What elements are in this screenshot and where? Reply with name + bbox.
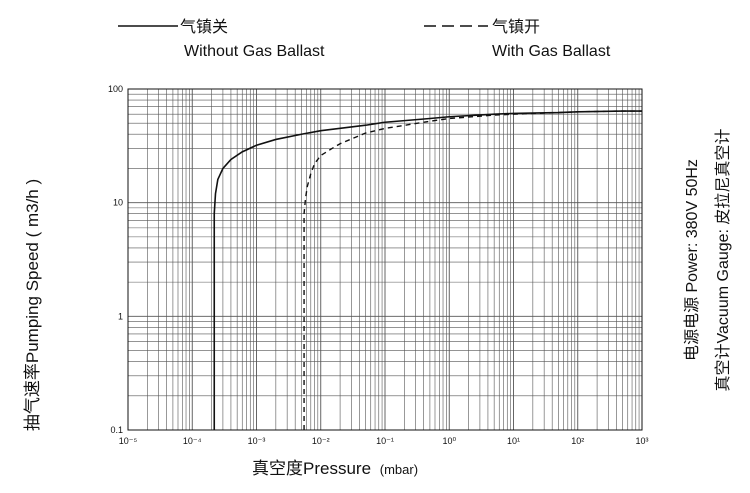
x-tick-label: 10¹: [507, 436, 520, 446]
plot-frame: [127, 88, 643, 431]
x-tick-label: 10⁰: [442, 436, 456, 446]
x-axis-title: 真空度Pressure (mbar): [252, 459, 418, 478]
series-line-with-gas-ballast: [303, 110, 642, 430]
x-axis-title-unit: (mbar): [380, 462, 418, 477]
legend-label-cn-0: 气镇关: [180, 18, 228, 36]
x-tick-label: 10²: [571, 436, 584, 446]
y-tick-label: 100: [108, 84, 123, 94]
vacuum-gauge-note: 真空计Vacuum Gauge: 皮拉尼真空计: [714, 129, 732, 392]
legend-label-cn-1: 气镇开: [492, 18, 540, 36]
grid-lines: [127, 89, 642, 431]
y-tick-labels: 0.1 1 10 100: [108, 84, 123, 435]
x-axis-title-main: 真空度Pressure: [252, 459, 371, 478]
x-tick-label: 10⁻¹: [376, 436, 394, 446]
x-tick-label: 10⁻⁴: [183, 436, 202, 446]
y-tick-label: 10: [113, 198, 123, 208]
x-tick-label: 10⁻³: [248, 436, 266, 446]
y-axis-title: 抽气速率Pumping Speed ( m3/h ): [23, 179, 42, 431]
legend-label-en-0: Without Gas Ballast: [184, 43, 325, 60]
y-tick-label: 0.1: [110, 425, 123, 435]
legend-label-en-1: With Gas Ballast: [492, 43, 611, 60]
x-tick-labels: 10⁻⁵ 10⁻⁴ 10⁻³ 10⁻² 10⁻¹ 10⁰ 10¹ 10² 10³: [119, 436, 649, 446]
x-tick-label: 10⁻⁵: [119, 436, 138, 446]
y-tick-label: 1: [118, 311, 123, 321]
x-tick-label: 10⁻²: [312, 436, 330, 446]
power-note: 电源电源 Power: 380V 50Hz: [683, 159, 701, 361]
x-tick-label: 10³: [635, 436, 648, 446]
